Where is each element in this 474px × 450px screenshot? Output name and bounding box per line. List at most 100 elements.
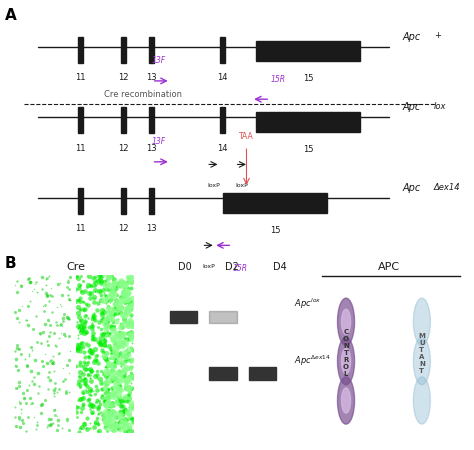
Point: [128, 284, 135, 292]
Point: [117, 279, 124, 286]
Point: [125, 404, 133, 411]
Point: [105, 305, 112, 312]
Point: [103, 314, 110, 321]
Point: [88, 335, 96, 342]
Point: [87, 420, 94, 427]
Point: [59, 364, 67, 372]
Point: [124, 396, 132, 403]
Point: [80, 394, 87, 401]
Point: [120, 403, 128, 410]
Point: [117, 417, 125, 424]
Point: [128, 323, 136, 330]
Point: [112, 399, 119, 406]
Point: [112, 413, 119, 420]
Circle shape: [413, 338, 430, 385]
Point: [42, 289, 50, 297]
Point: [117, 293, 125, 300]
Point: [118, 352, 126, 360]
Point: [114, 421, 122, 428]
Point: [113, 306, 120, 314]
Point: [45, 317, 52, 324]
Point: [76, 327, 83, 334]
Point: [100, 272, 108, 279]
Point: [24, 302, 32, 309]
Point: [86, 399, 94, 406]
Point: [124, 274, 132, 281]
Point: [126, 411, 133, 418]
Point: [128, 274, 135, 281]
Point: [89, 312, 96, 319]
Point: [75, 373, 82, 380]
Point: [128, 302, 135, 309]
Point: [38, 286, 46, 293]
Point: [100, 411, 108, 418]
Point: [101, 316, 109, 324]
Point: [50, 407, 58, 414]
Point: [128, 331, 135, 338]
Point: [111, 410, 118, 417]
Point: [111, 347, 119, 354]
Point: [102, 282, 109, 289]
Point: [73, 274, 80, 281]
Point: [81, 420, 88, 427]
Point: [119, 409, 127, 416]
Point: [102, 356, 109, 363]
Point: [31, 356, 39, 364]
Point: [87, 366, 95, 373]
Point: [12, 423, 20, 430]
Point: [115, 338, 123, 346]
Point: [41, 396, 49, 404]
Point: [74, 334, 82, 341]
Point: [20, 394, 27, 401]
Point: [113, 400, 121, 407]
Point: [128, 385, 135, 392]
Point: [28, 346, 36, 354]
Point: [82, 328, 90, 335]
Point: [89, 409, 96, 416]
Point: [122, 377, 129, 384]
Point: [99, 316, 106, 323]
Point: [100, 413, 107, 420]
Point: [117, 387, 125, 394]
Point: [93, 414, 100, 422]
Point: [101, 412, 109, 419]
Point: [128, 294, 136, 302]
Point: [123, 352, 130, 359]
Point: [117, 293, 124, 301]
Point: [125, 319, 133, 326]
Point: [78, 321, 85, 328]
Point: [58, 322, 66, 329]
Point: [91, 273, 99, 280]
Point: [109, 310, 117, 317]
Point: [102, 420, 110, 427]
Point: [100, 353, 108, 360]
Point: [100, 349, 107, 356]
Point: [49, 359, 57, 366]
Point: [88, 315, 95, 322]
Point: [92, 418, 100, 426]
Point: [114, 424, 122, 431]
Point: [86, 396, 93, 403]
Point: [80, 420, 87, 427]
Point: [102, 418, 109, 425]
Point: [112, 397, 119, 405]
Point: [114, 422, 122, 429]
Point: [77, 342, 84, 350]
Point: [111, 374, 119, 381]
Point: [86, 387, 94, 395]
Point: [121, 417, 128, 424]
Point: [76, 306, 84, 314]
Point: [25, 350, 33, 357]
Point: [108, 350, 115, 357]
Point: [73, 413, 81, 420]
Point: [100, 289, 108, 297]
Point: [103, 357, 111, 364]
Point: [11, 362, 19, 369]
Point: [109, 377, 116, 384]
Point: [77, 408, 85, 415]
Point: [118, 330, 126, 338]
Point: [118, 403, 125, 410]
Point: [102, 422, 110, 429]
Point: [91, 316, 99, 324]
Point: [87, 391, 95, 398]
